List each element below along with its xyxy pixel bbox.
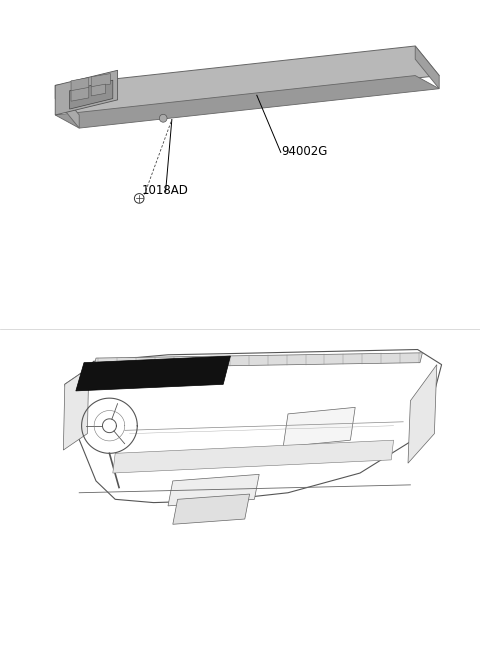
Polygon shape [70,80,113,109]
Polygon shape [91,84,106,96]
Text: 1018AD: 1018AD [142,184,189,197]
Circle shape [134,194,144,203]
Polygon shape [76,356,230,391]
Polygon shape [71,87,89,101]
Polygon shape [55,46,439,115]
Polygon shape [65,350,442,503]
Polygon shape [55,85,79,128]
Polygon shape [283,407,355,447]
Polygon shape [55,76,439,128]
Polygon shape [55,70,118,115]
Polygon shape [113,440,394,473]
Polygon shape [94,353,422,368]
Polygon shape [91,74,110,87]
Polygon shape [71,78,89,91]
Polygon shape [168,474,259,506]
Polygon shape [408,365,437,463]
Ellipse shape [159,114,167,122]
Polygon shape [63,368,89,450]
Polygon shape [415,46,439,89]
Polygon shape [173,494,250,524]
Text: 94002G: 94002G [281,145,327,158]
